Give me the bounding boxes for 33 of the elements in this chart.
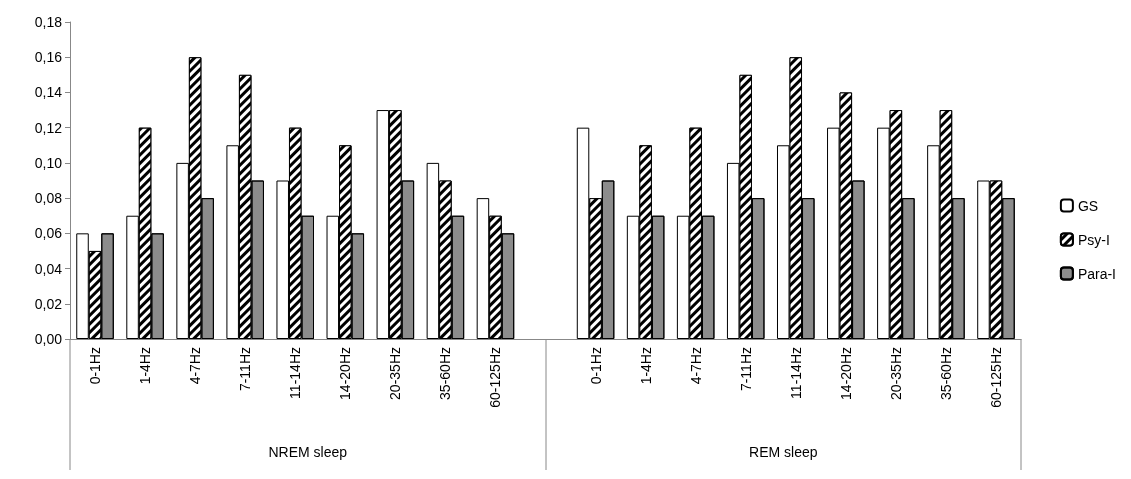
- x-tick-label: 0-1Hz: [587, 347, 604, 385]
- x-tick-label: 4-7Hz: [187, 347, 204, 385]
- x-tick-label: 7-11Hz: [237, 347, 254, 392]
- text: REM sleep: [749, 444, 818, 460]
- x-tick-label: 60-125Hz: [987, 347, 1004, 408]
- legend-label: GS: [1077, 197, 1099, 214]
- x-tick-label: 1-4Hz: [137, 347, 154, 385]
- x-tick-label: 4-7Hz: [687, 347, 704, 385]
- x-tick-label: 60-125Hz: [487, 347, 504, 408]
- y-tick-label: 0,02: [34, 295, 63, 312]
- x-tick-label: 1-4Hz: [637, 347, 654, 385]
- y-tick-label: 0,06: [34, 225, 63, 242]
- x-tick-label: 35-60Hz: [437, 347, 454, 400]
- y-tick-label: 0,14: [34, 84, 63, 101]
- x-tick-label: 14-20Hz: [337, 347, 354, 400]
- x-tick-label: 35-60Hz: [937, 347, 954, 400]
- y-tick-label: 0,16: [34, 49, 63, 66]
- x-tick-label: 0-1Hz: [87, 347, 104, 385]
- x-tick-label: 20-35Hz: [887, 347, 904, 400]
- x-tick-label: 14-20Hz: [837, 347, 854, 400]
- y-tick-label: 0,04: [34, 260, 63, 277]
- y-tick-label: 0,18: [34, 14, 63, 30]
- y-tick-label: 0,10: [34, 154, 63, 171]
- x-tick-label: 7-11Hz: [737, 347, 754, 392]
- text: NREM sleep: [268, 444, 348, 460]
- y-tick-label: 0,00: [34, 331, 63, 347]
- legend-label: Para-I: [1077, 265, 1116, 282]
- x-tick-label: 11-14Hz: [787, 347, 804, 399]
- legend-label: Psy-I: [1077, 231, 1110, 248]
- x-tick-label: 11-14Hz: [287, 347, 304, 399]
- x-tick-label: 20-35Hz: [387, 347, 404, 400]
- y-tick-label: 0,08: [34, 190, 63, 207]
- y-tick-label: 0,12: [34, 119, 63, 136]
